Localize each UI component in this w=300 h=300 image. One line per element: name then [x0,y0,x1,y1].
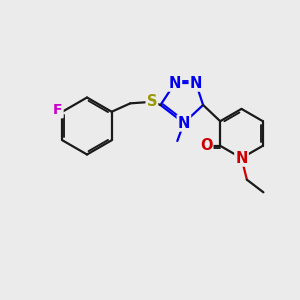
Text: N: N [190,76,202,91]
Text: S: S [147,94,157,110]
Text: N: N [169,76,181,91]
Text: F: F [53,103,63,117]
Text: N: N [235,151,248,166]
Text: O: O [200,138,212,153]
Text: N: N [178,116,190,130]
